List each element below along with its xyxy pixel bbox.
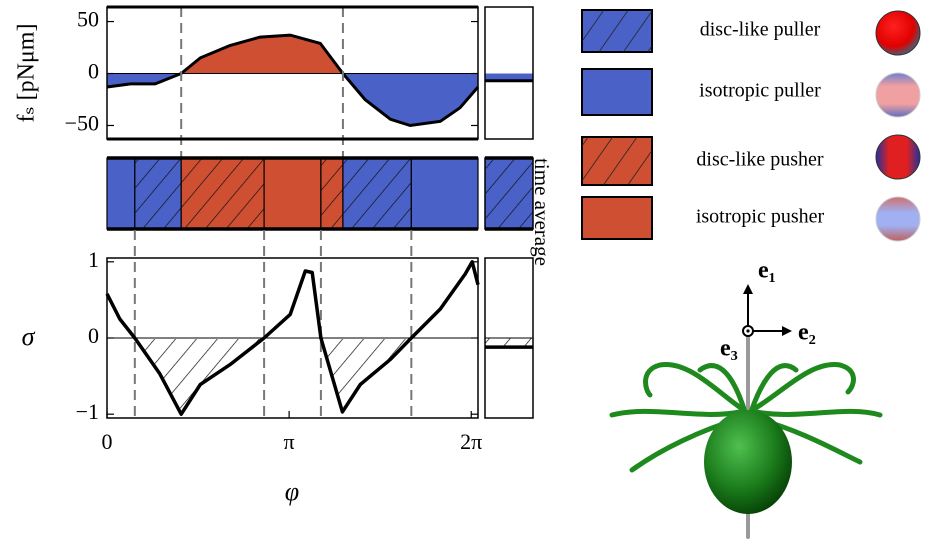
hatch-negative <box>135 339 411 415</box>
x-tick-label: π <box>284 429 295 454</box>
time-average-frame <box>484 257 534 419</box>
axis-label: e₃ <box>720 336 738 362</box>
x-tick-label: 2π <box>460 429 482 454</box>
y-axis-label: σ <box>22 322 36 351</box>
y-tick-label: 0 <box>88 323 99 348</box>
time-average-frame <box>484 6 534 140</box>
legend-hatch <box>582 10 652 52</box>
legend-label: disc-like puller <box>700 19 821 41</box>
annotation: time average <box>530 158 554 266</box>
flagellum <box>748 363 799 415</box>
legend-label: isotropic puller <box>699 80 821 102</box>
arrowhead <box>743 284 753 294</box>
y-tick-label: 1 <box>88 247 99 272</box>
flagellum <box>753 408 883 418</box>
area-positive <box>107 35 478 74</box>
legend-label: disc-like pusher <box>696 149 824 171</box>
axis-label: e₁ <box>758 258 776 284</box>
arrowhead <box>782 326 792 336</box>
x-tick-label: 0 <box>102 429 113 454</box>
x-axis-label: φ <box>285 477 299 506</box>
cell-body <box>704 410 792 514</box>
y-tick-label: 0 <box>88 59 99 84</box>
axes-triad <box>742 284 792 337</box>
flagellum <box>697 363 748 415</box>
band-segment <box>410 157 479 230</box>
band-hatch <box>134 158 182 229</box>
band-hatch <box>342 158 412 229</box>
time-average-hatch <box>485 158 533 229</box>
time-average-hatch <box>485 338 533 348</box>
out-of-plane-dot <box>746 329 750 333</box>
cell-icons <box>875 10 921 242</box>
cell-icon <box>875 196 921 242</box>
band-segment <box>106 157 136 230</box>
y-tick-label: −1 <box>76 399 99 424</box>
flagellum <box>643 362 747 413</box>
legend-hatch <box>582 137 652 185</box>
flagellum <box>609 408 743 418</box>
band-segment <box>263 157 322 230</box>
y-tick-label: −50 <box>65 111 99 136</box>
legend-swatch <box>581 196 653 240</box>
legend-label: isotropic pusher <box>696 206 825 228</box>
line <box>105 260 480 416</box>
organism <box>609 333 883 539</box>
area-negative <box>107 74 478 126</box>
cell-icon <box>875 10 921 56</box>
line <box>106 33 480 128</box>
band-hatch <box>320 158 343 229</box>
band-hatch <box>181 158 265 229</box>
cell-icon <box>875 134 921 180</box>
y-tick-label: 50 <box>77 7 99 32</box>
cell-icon <box>875 72 921 118</box>
legend-swatch <box>581 68 653 116</box>
axis-label: e₂ <box>798 320 816 346</box>
flagellum <box>749 362 856 413</box>
time-average-fill <box>485 73 533 81</box>
y-axis-label: fₛ [pNμm] <box>14 24 40 123</box>
